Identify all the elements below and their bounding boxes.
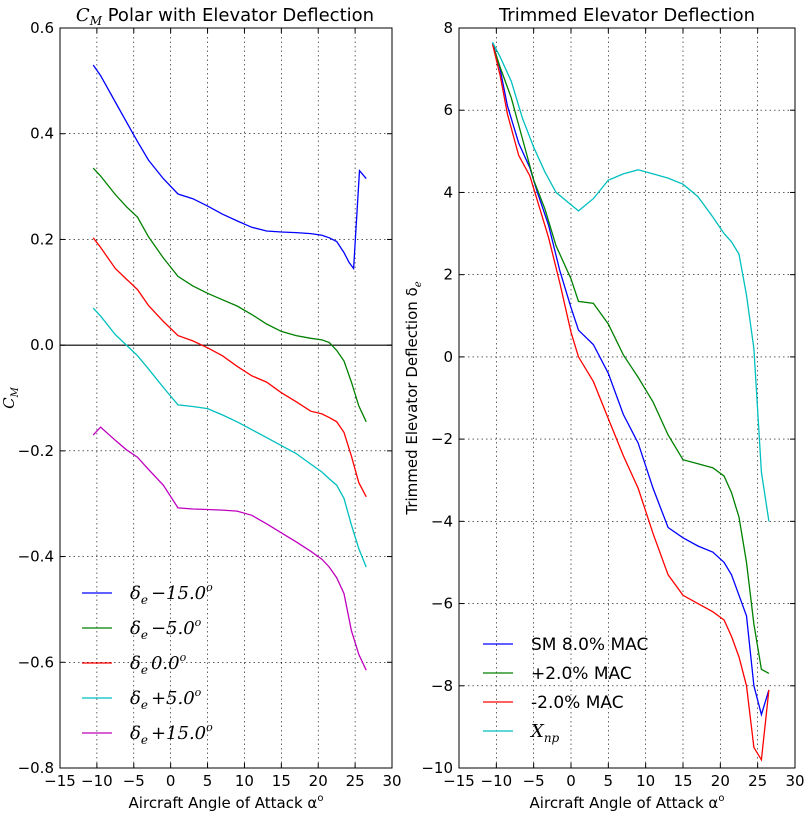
cm-ytick-label: 0.4 <box>30 125 54 143</box>
trim-series-3 <box>492 42 770 522</box>
cm-ytick-label: −0.4 <box>18 548 54 566</box>
cm-xtick-label: 5 <box>203 772 213 790</box>
cm-ytick-label: 0.0 <box>30 336 54 354</box>
trim-xtick-label: 15 <box>673 772 692 790</box>
cm-polar-ylabel: CM <box>0 386 21 408</box>
trim-series-2 <box>491 44 770 762</box>
cm-ytick-label: 0.2 <box>30 230 54 248</box>
trim-xtick-label: 30 <box>785 772 804 790</box>
trim-xtick-label: 25 <box>748 772 767 790</box>
cm-series-3 <box>92 307 367 568</box>
cm-legend-label: δe +5.0o <box>130 686 202 712</box>
trim-legend-label: -2.0% MAC <box>531 693 624 713</box>
trim-xtick-label: −10 <box>481 772 513 790</box>
trim-xtick-label: 10 <box>636 772 655 790</box>
trim-xtick-label: −15 <box>443 772 475 790</box>
trim-legend-label: +2.0% MAC <box>531 664 632 684</box>
trim-ytick-label: 4 <box>443 183 453 201</box>
cm-ytick-label: −0.8 <box>18 759 54 777</box>
cm-ytick-label: 0.6 <box>30 19 54 37</box>
cm-polar-xlabel: Aircraft Angle of Attack αo <box>129 793 324 812</box>
cm-series-0 <box>92 64 367 271</box>
cm-series-2 <box>92 237 367 498</box>
trim-xtick-label: −5 <box>523 772 545 790</box>
trim-legend-label: SM 8.0% MAC <box>531 635 648 655</box>
trim-ytick-label: −10 <box>421 759 453 777</box>
cm-xtick-label: −5 <box>123 772 145 790</box>
cm-ytick-label: −0.6 <box>18 653 54 671</box>
trim-ytick-label: −4 <box>431 512 453 530</box>
cm-series-1 <box>92 167 367 423</box>
cm-legend-label: δe 0.0o <box>130 651 187 677</box>
trim-xlabel: Aircraft Angle of Attack αo <box>530 793 725 812</box>
trim-xtick-label: 20 <box>711 772 730 790</box>
trim-legend: SM 8.0% MAC +2.0% MAC -2.0% MAC Xnp <box>483 635 648 745</box>
trim-ytick-label: 2 <box>443 266 453 284</box>
trim-ytick-label: 0 <box>443 348 453 366</box>
trim-legend-label: Xnp <box>529 721 560 745</box>
cm-legend-label: δe −15.0o <box>130 581 213 607</box>
trim-title: Trimmed Elevator Deflection <box>498 5 755 26</box>
cm-polar-legend: δe −15.0o δe −5.0o δe 0.0o δe +5.0o δe +15.0o <box>82 581 213 747</box>
trim-xtick-label: 0 <box>566 772 576 790</box>
cm-xtick-label: 10 <box>235 772 254 790</box>
trim-series-1 <box>491 44 770 674</box>
cm-xtick-label: −15 <box>44 772 76 790</box>
trim-ytick-label: −6 <box>431 595 453 613</box>
cm-xtick-label: −10 <box>81 772 113 790</box>
cm-xtick-label: 20 <box>309 772 328 790</box>
cm-polar-title: CM Polar with Elevator Deflection <box>76 5 374 28</box>
trim-series-0 <box>491 42 770 717</box>
trim-xtick-label: 5 <box>604 772 614 790</box>
cm-polar-frame <box>59 27 393 769</box>
trim-frame <box>458 27 796 769</box>
trim-ytick-label: −2 <box>431 430 453 448</box>
cm-polar-chart: CM Polar with Elevator Deflection −15 −10… <box>0 5 402 812</box>
trim-ytick-label: 6 <box>443 101 453 119</box>
cm-xtick-label: 25 <box>346 772 365 790</box>
cm-legend-label: δe +15.0o <box>130 721 213 747</box>
cm-series-4 <box>92 426 367 671</box>
cm-legend-label: δe −5.0o <box>130 616 202 642</box>
trim-ylabel: Trimmed Elevator Deflection δe <box>403 281 424 515</box>
trim-chart: Trimmed Elevator Deflection −15 −10 −5 0 5 10… <box>403 5 805 812</box>
trim-ytick-label: 8 <box>443 19 453 37</box>
cm-ytick-label: −0.2 <box>18 442 54 460</box>
cm-xtick-label: 0 <box>166 772 176 790</box>
cm-xtick-label: 30 <box>382 772 401 790</box>
cm-xtick-label: 15 <box>272 772 291 790</box>
trim-ytick-label: −8 <box>431 677 453 695</box>
